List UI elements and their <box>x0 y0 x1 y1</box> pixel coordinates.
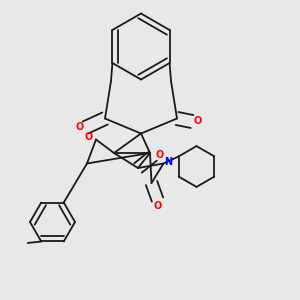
Text: O: O <box>153 201 162 211</box>
Text: O: O <box>194 116 202 127</box>
Text: O: O <box>75 122 84 133</box>
Text: N: N <box>164 157 172 167</box>
Text: O: O <box>155 149 164 160</box>
Text: O: O <box>84 131 93 142</box>
